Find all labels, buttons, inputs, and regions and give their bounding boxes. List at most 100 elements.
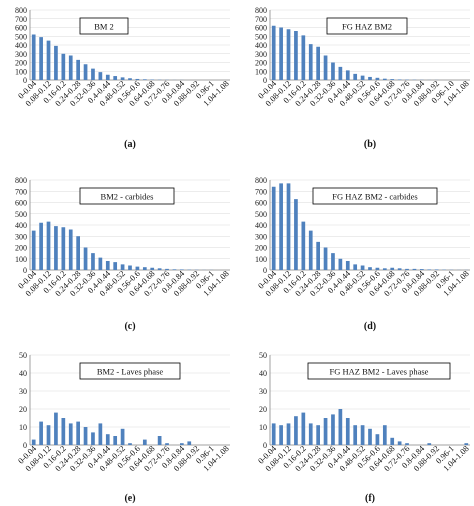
- bar: [46, 425, 51, 445]
- bar: [405, 443, 409, 445]
- bar: [271, 423, 276, 445]
- y-tick-label: 400: [255, 221, 267, 230]
- bar: [323, 418, 328, 445]
- y-tick-label: 50: [19, 351, 27, 360]
- y-tick-label: 50: [259, 351, 267, 360]
- bar: [120, 77, 125, 80]
- bar: [345, 261, 350, 270]
- bar: [360, 265, 365, 270]
- bar: [180, 269, 184, 270]
- bar: [39, 37, 43, 80]
- bar: [464, 443, 469, 445]
- bar: [128, 78, 132, 80]
- y-tick-label: 400: [15, 41, 27, 50]
- y-tick-label: 300: [15, 232, 27, 241]
- bar: [142, 79, 147, 80]
- y-tick-label: 100: [255, 67, 267, 76]
- bar: [128, 443, 132, 445]
- y-tick-label: 0: [23, 266, 27, 275]
- bar: [360, 75, 365, 80]
- bar: [368, 267, 372, 270]
- bar: [301, 221, 306, 270]
- bar: [128, 265, 132, 270]
- y-tick-label: 800: [15, 6, 27, 15]
- y-tick-label: 300: [15, 50, 27, 59]
- bar: [360, 425, 365, 445]
- y-tick-label: 500: [15, 210, 27, 219]
- chart-panel-a: 01002003004005006007008000-0.040.08-0.12…: [15, 6, 231, 150]
- bar: [157, 268, 162, 270]
- bar: [286, 183, 291, 270]
- bar: [279, 425, 283, 445]
- chart-panel-e: 010203040500-0.040.08-0.120.16-0.20.24-0…: [16, 351, 230, 504]
- annotation-box: [79, 187, 175, 205]
- annotation-label: BM2 - carbides: [101, 192, 154, 202]
- bar: [390, 79, 395, 80]
- bar: [105, 434, 110, 445]
- bar: [353, 425, 358, 445]
- annotation-label: FG HAZ BM2: [342, 22, 392, 32]
- y-tick-label: 200: [15, 244, 27, 253]
- panel-caption: (e): [124, 493, 135, 504]
- bar: [31, 230, 36, 270]
- bar: [68, 229, 73, 270]
- y-tick-label: 0: [263, 76, 267, 85]
- bar: [427, 269, 432, 270]
- y-tick-label: 200: [255, 59, 267, 68]
- annotation-box: [312, 187, 438, 205]
- panel-caption: (b): [364, 139, 376, 150]
- annotation-label: BM 2: [94, 22, 114, 32]
- panel-caption: (a): [124, 139, 136, 150]
- bar: [338, 66, 343, 80]
- bar: [294, 199, 298, 270]
- bar: [338, 409, 343, 445]
- bar: [113, 76, 118, 80]
- bar: [405, 268, 409, 270]
- bar: [279, 183, 283, 270]
- bar: [345, 418, 350, 445]
- y-tick-label: 600: [15, 199, 27, 208]
- bar: [331, 414, 335, 445]
- bar: [368, 428, 372, 445]
- y-tick-label: 600: [255, 24, 267, 33]
- bar: [316, 425, 320, 445]
- bar: [113, 262, 118, 270]
- bar: [375, 434, 380, 445]
- bar: [157, 436, 162, 445]
- bar: [150, 267, 155, 270]
- bar: [390, 267, 395, 270]
- bar: [61, 418, 66, 445]
- y-tick-label: 30: [19, 387, 27, 396]
- chart-panel-f: 010203040500-0.040.08-0.120.16-0.20.24-0…: [256, 351, 470, 504]
- bar: [54, 226, 58, 270]
- y-tick-label: 0: [263, 266, 267, 275]
- bar: [39, 222, 43, 270]
- y-tick-label: 500: [255, 210, 267, 219]
- y-tick-label: 700: [255, 187, 267, 196]
- bar: [412, 268, 417, 270]
- bar: [68, 423, 73, 445]
- bar: [83, 247, 88, 270]
- bar: [345, 70, 350, 80]
- bar: [382, 268, 387, 270]
- y-tick-label: 400: [255, 41, 267, 50]
- bar: [353, 73, 358, 80]
- bar: [91, 68, 95, 80]
- bar: [397, 441, 402, 445]
- bar: [331, 62, 335, 80]
- y-tick-label: 200: [255, 244, 267, 253]
- bar: [294, 416, 298, 445]
- bar: [54, 45, 58, 80]
- bar: [271, 186, 276, 270]
- bar: [76, 236, 80, 270]
- annotation-box: [79, 362, 181, 380]
- bar: [105, 74, 110, 80]
- panel-caption: (c): [124, 321, 135, 332]
- y-tick-label: 400: [15, 221, 27, 230]
- bar: [286, 423, 291, 445]
- y-tick-label: 20: [259, 405, 267, 414]
- y-tick-label: 10: [19, 423, 27, 432]
- y-tick-label: 0: [263, 441, 267, 450]
- bar: [76, 421, 80, 445]
